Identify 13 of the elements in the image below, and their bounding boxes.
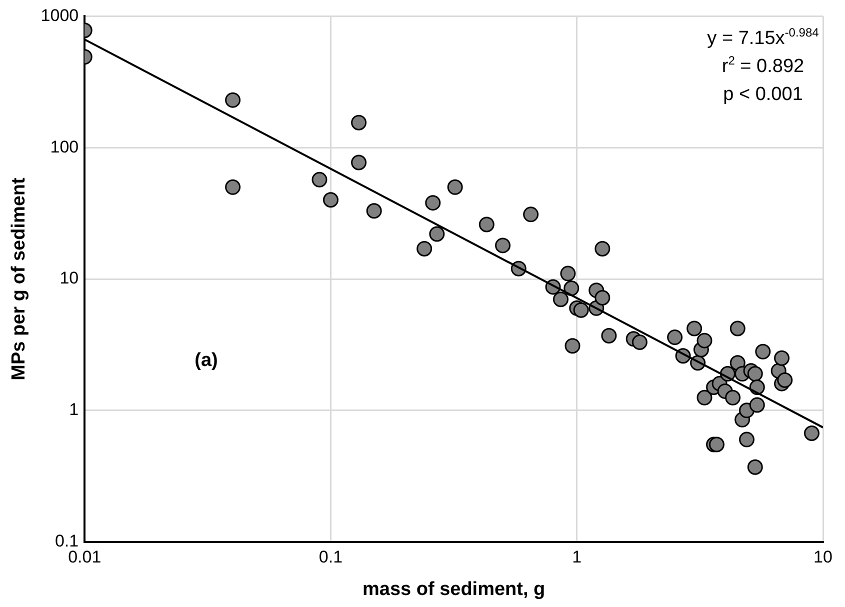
y-axis-title: MPs per g of sediment (8, 176, 30, 380)
y-tick-label: 10 (60, 268, 79, 288)
annotation: p < 0.001 (723, 84, 803, 106)
y-tick-label: 1 (69, 400, 79, 420)
annotation: (a) (194, 350, 218, 372)
y-tick-label: 1000 (40, 6, 79, 25)
x-tick-label: 0.01 (68, 548, 102, 567)
y-tick-label: 100 (50, 137, 79, 156)
y-tick-label: 0.1 (54, 531, 79, 550)
x-axis-title: mass of sediment, g (362, 578, 546, 600)
x-tick-label: 0.1 (318, 548, 343, 567)
x-tick-label: 10 (814, 548, 832, 567)
x-tick-label: 1 (572, 548, 582, 567)
